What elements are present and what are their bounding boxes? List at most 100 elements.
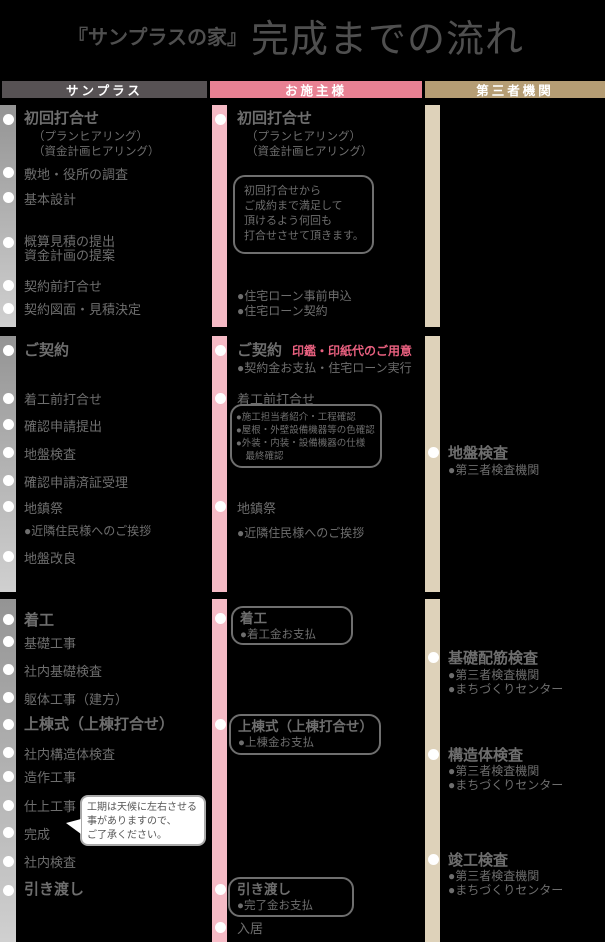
box-line: ●屋根・外壁設備機器等の色確認 — [236, 425, 375, 436]
flow-item: 社内検査 — [24, 855, 77, 870]
timeline-dot — [2, 884, 14, 896]
flow-item: 完成 — [24, 827, 51, 842]
flow-item: 初回打合せ — [24, 110, 100, 127]
timeline-dot — [2, 691, 14, 703]
flow-item: 地盤改良 — [24, 551, 77, 566]
flow-item: ●近隣住民様へのご挨拶 — [237, 526, 365, 540]
flow-item: 基本設計 — [24, 192, 77, 207]
callout-box: 初回打合せから ご成約まで満足して 頂けるよう何回も 打合せさせて頂きます。 — [233, 175, 374, 254]
flow-item: ●住宅ローン契約 — [237, 304, 328, 318]
timeline-dot — [214, 344, 226, 356]
page-title-main: 完成までの流れ — [251, 19, 525, 61]
timeline-dot — [2, 855, 14, 867]
callout-box: 上棟式（上棟打合せ） ●上棟金お支払 — [229, 714, 381, 755]
bubble-line: 事がありますので、 — [87, 816, 177, 827]
box-line: 打合せさせて頂きます。 — [244, 230, 364, 242]
flow-item: ●第三者検査機関 — [448, 463, 540, 477]
bubble-line: ご了承ください。 — [87, 830, 167, 841]
flow-item: 地盤検査 — [24, 447, 77, 462]
flow-item: 社内構造体検査 — [24, 747, 116, 762]
flow-item: 竣工検査 — [448, 852, 509, 869]
box-line: ●着工金お支払 — [240, 629, 316, 641]
box-line: 頂けるよう何回も — [244, 215, 332, 227]
timeline-dot — [2, 302, 14, 314]
flow-item: ●まちづくりセンター — [448, 778, 564, 792]
flow-item: 契約前打合せ — [24, 279, 103, 294]
bubble-line: 工期は天候に左右させる — [87, 802, 197, 813]
timeline-dot — [2, 500, 14, 512]
flow-item: 上棟式（上棟打合せ） — [24, 716, 175, 733]
flow-item: 契約図面・見積決定 — [24, 302, 142, 317]
timeline-bar-third — [425, 599, 440, 942]
timeline-dot — [2, 166, 14, 178]
flow-item: 着工前打合せ — [237, 392, 316, 407]
flow-item: ご契約 — [24, 342, 70, 359]
flow-item: 躯体工事（建方） — [24, 692, 129, 707]
flow-item: 地盤検査 — [448, 445, 509, 462]
flow-item: ●第三者検査機関 — [448, 869, 540, 883]
timeline-dot — [214, 883, 226, 895]
flow-item: ご契約 印鑑・印紙代のご用意 — [237, 342, 413, 359]
flow-item: （プランヒアリング） — [33, 131, 148, 143]
timeline-bar-client — [212, 336, 227, 592]
flow-item: ●契約金お支払・住宅ローン実行 — [237, 361, 412, 375]
flow-item: （プランヒアリング） — [246, 131, 361, 143]
flow-item: 造作工事 — [24, 770, 77, 785]
box-line: ●外装・内装・設備機器の仕様 — [236, 438, 366, 449]
timeline-dot — [2, 344, 14, 356]
box-title: 上棟式（上棟打合せ） — [238, 719, 373, 734]
box-line: ご成約まで満足して — [244, 200, 343, 212]
flow-item: 確認申請済証受理 — [24, 475, 129, 490]
timeline-dot — [2, 635, 14, 647]
bubble-tail-icon — [66, 819, 81, 834]
timeline-dot — [214, 392, 226, 404]
column-header-third: 第三者機関 — [425, 81, 605, 98]
timeline-dot — [214, 921, 226, 933]
timeline-dot — [2, 799, 14, 811]
timeline-dot — [2, 474, 14, 486]
box-line: ●施工担当者紹介・工程確認 — [236, 412, 356, 423]
timeline-bar-third — [425, 105, 440, 327]
timeline-bar-third — [425, 336, 440, 592]
timeline-dot — [427, 748, 439, 760]
timeline-dot — [2, 446, 14, 458]
flow-item: 確認申請提出 — [24, 419, 103, 434]
timeline-dot — [214, 500, 226, 512]
box-line: 最終確認 — [236, 451, 284, 462]
column-header-sunplus: サンプラス — [2, 81, 207, 98]
flow-item: （資金計画ヒアリング） — [246, 146, 373, 158]
timeline-dot — [427, 651, 439, 663]
timeline-dot — [214, 113, 226, 125]
flow-item: 着工前打合せ — [24, 392, 103, 407]
timeline-dot — [2, 663, 14, 675]
flow-item: 引き渡し — [24, 881, 85, 898]
flow-item: ●まちづくりセンター — [448, 883, 564, 897]
flow-item: ●近隣住民様へのご挨拶 — [24, 524, 152, 538]
flow-item: （資金計画ヒアリング） — [33, 146, 160, 158]
callout-box: 着工 ●着工金お支払 — [231, 606, 353, 645]
timeline-dot — [2, 718, 14, 730]
flow-item: ●住宅ローン事前申込 — [237, 289, 352, 303]
flow-item: 概算見積の提出 — [24, 234, 116, 249]
page-title-brand: 『サンプラスの家』 — [68, 27, 247, 49]
schedule-note-bubble: 工期は天候に左右させる 事がありますので、 ご了承ください。 — [80, 795, 206, 846]
column-header-client: お施主様 — [210, 81, 422, 98]
timeline-bar-sunplus — [0, 105, 16, 327]
page-title: 『サンプラスの家』 完成までの流れ — [68, 8, 524, 63]
timeline-dot — [2, 392, 14, 404]
notice-red-text: 印鑑・印紙代のご用意 — [292, 344, 413, 358]
flow-item: 地鎮祭 — [237, 501, 277, 516]
timeline-dot — [2, 746, 14, 758]
callout-box: 引き渡し ●完了金お支払 — [228, 877, 354, 917]
box-title: 着工 — [240, 611, 267, 626]
flow-item: 仕上工事 — [24, 799, 77, 814]
flow-item: 基礎工事 — [24, 636, 77, 651]
timeline-dot — [2, 191, 14, 203]
timeline-dot — [427, 853, 439, 865]
flow-item: ●まちづくりセンター — [448, 682, 564, 696]
timeline-dot — [2, 418, 14, 430]
flow-item: 地鎮祭 — [24, 501, 64, 516]
flow-item: 基礎配筋検査 — [448, 650, 539, 667]
flow-item: ●第三者検査機関 — [448, 764, 540, 778]
